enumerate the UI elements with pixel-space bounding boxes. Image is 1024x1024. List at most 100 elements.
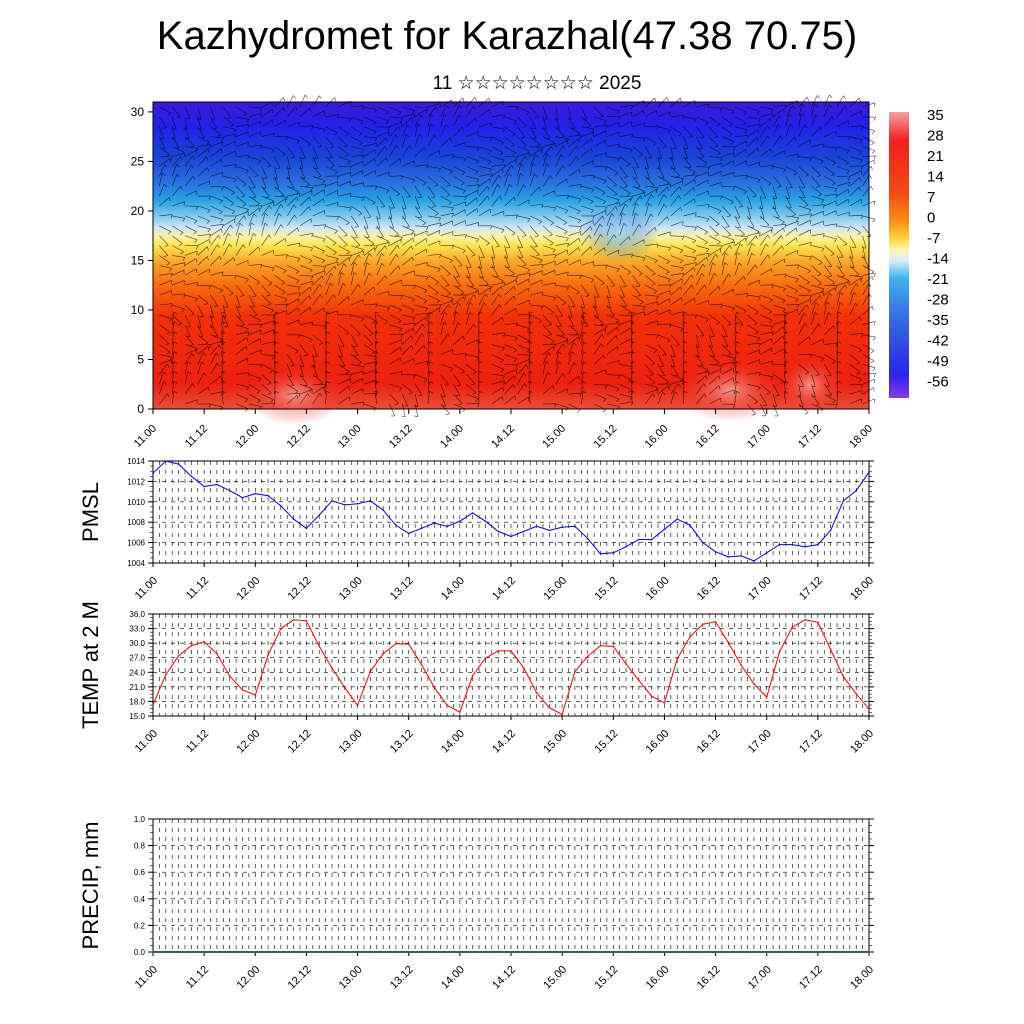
x-tick-label: 11.12 — [184, 575, 211, 602]
data-point — [446, 704, 448, 707]
x-tick-label: 17.12 — [797, 728, 825, 756]
y-tick-label: 30.0 — [129, 639, 145, 648]
data-point — [343, 687, 346, 689]
plot-frame — [152, 613, 870, 717]
y-tick-label: 21.0 — [129, 683, 145, 692]
x-tick-label: 17.12 — [797, 575, 825, 603]
x-tick-label: 14.00 — [439, 575, 467, 603]
data-point — [343, 504, 346, 506]
data-point — [292, 518, 295, 520]
data-point — [599, 553, 602, 555]
data-point — [727, 641, 730, 644]
data-point — [650, 951, 653, 953]
data-point — [420, 663, 423, 666]
data-point — [459, 951, 461, 953]
y-tick-label: 33.0 — [129, 625, 145, 634]
x-tick-label: 15.00 — [541, 728, 569, 756]
heatmap-cold-tongue — [580, 202, 660, 262]
data-point — [331, 499, 333, 502]
x-tick-label: 14.12 — [490, 575, 518, 603]
x-tick-label: 13.12 — [388, 964, 416, 992]
colorbar-label: 7 — [927, 189, 935, 206]
y-axis-title: PMSL — [78, 482, 103, 542]
x-tick-label: 18.00 — [848, 575, 876, 603]
colorbar-label: -21 — [927, 271, 949, 288]
x-tick-label: 18.00 — [847, 423, 875, 451]
data-point — [356, 704, 359, 707]
data-point — [638, 951, 640, 953]
temp-panel: 15.0 18.0 21.0 24.0 27.0 30.0 33.0 36.0 11.00 11.… — [78, 601, 876, 756]
data-point — [765, 552, 768, 554]
x-tick-label: 15.12 — [591, 423, 619, 451]
colorbar-label: 35 — [927, 107, 944, 124]
data-point — [868, 471, 870, 474]
data-point — [650, 695, 653, 697]
data-point — [586, 537, 589, 540]
colorbar-label: -42 — [927, 333, 949, 350]
data-point — [791, 951, 794, 953]
data-point — [829, 529, 832, 532]
data-point — [714, 951, 717, 953]
data-point — [548, 529, 551, 532]
data-point — [241, 951, 244, 953]
data-point — [817, 951, 819, 953]
x-tick-label: 13.12 — [387, 423, 415, 451]
data-point — [548, 951, 551, 953]
data-point — [676, 951, 679, 953]
data-point — [216, 951, 218, 953]
data-point — [753, 683, 755, 685]
data-point — [535, 525, 538, 528]
data-point — [152, 704, 154, 706]
data-point — [152, 472, 154, 475]
x-tick-label: 15.12 — [592, 575, 620, 603]
data-point — [586, 951, 589, 953]
x-tick-label: 12.12 — [286, 575, 314, 603]
data-point — [318, 514, 321, 516]
data-point — [778, 651, 781, 653]
data-point — [510, 951, 512, 953]
data-point — [701, 541, 704, 544]
data-point — [356, 951, 359, 953]
x-tick-label: 18.00 — [848, 728, 876, 756]
data-point — [625, 663, 627, 665]
x-tick-label: 11.00 — [133, 964, 160, 991]
data-point — [459, 520, 461, 522]
data-point — [561, 526, 563, 529]
colorbar-legend: 35 28 21 14 7 0 -7 -14 -21 -28 -35 -42 -49 -56 — [889, 107, 949, 398]
x-tick-label: 12.00 — [233, 423, 261, 451]
data-point — [164, 951, 167, 953]
data-point — [740, 664, 742, 666]
data-point — [267, 654, 269, 656]
data-point — [446, 951, 448, 953]
data-point — [484, 951, 487, 953]
x-tick-label: 18.00 — [848, 964, 876, 992]
x-tick-label: 13.00 — [337, 964, 365, 992]
data-point — [765, 696, 768, 698]
colorbar-strip — [889, 112, 909, 398]
data-point — [216, 653, 218, 655]
y-axis-title: PRECIP, mm — [78, 822, 103, 950]
data-point — [586, 655, 589, 658]
x-tick-label: 15.00 — [541, 575, 569, 603]
precip-panel: 0.0 0.2 0.4 0.6 0.8 1.0 11.00 11.12 12.00 12.12 13… — [78, 815, 876, 992]
x-tick-label: 12.00 — [234, 575, 262, 603]
data-point — [868, 708, 870, 710]
x-tick-label: 11.12 — [183, 423, 210, 450]
data-point — [753, 560, 755, 562]
x-tick-label: 14.12 — [490, 964, 518, 992]
data-point — [625, 545, 627, 548]
data-point — [535, 951, 538, 953]
wind-barbs — [159, 94, 876, 417]
x-tick-label: 16.12 — [695, 575, 723, 603]
data-point — [228, 489, 231, 492]
data-point — [190, 475, 193, 478]
data-point — [778, 543, 781, 546]
data-point — [650, 538, 653, 541]
data-point — [497, 650, 500, 652]
data-point — [765, 951, 768, 953]
colorbar-label: -14 — [927, 251, 949, 268]
data-point — [855, 489, 858, 492]
data-point — [433, 951, 436, 953]
data-point — [164, 673, 167, 676]
data-point — [446, 525, 448, 528]
